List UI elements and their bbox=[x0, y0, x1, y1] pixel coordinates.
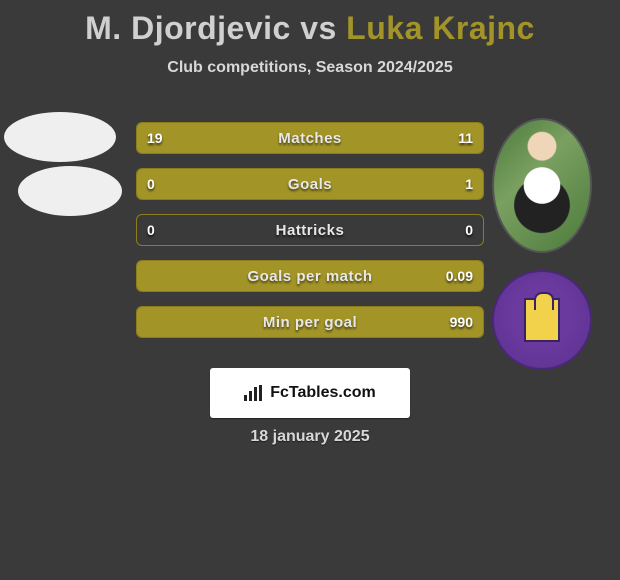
stat-value-left: 0 bbox=[147, 215, 155, 245]
stat-value-right: 11 bbox=[458, 123, 473, 153]
stat-value-right: 0.09 bbox=[446, 261, 473, 291]
club-badge-castle-icon bbox=[524, 298, 560, 342]
stat-value-left: 0 bbox=[147, 169, 155, 199]
chart-icon bbox=[244, 385, 264, 401]
player1-name: M. Djordjevic bbox=[85, 10, 291, 46]
player1-avatar-placeholder-2 bbox=[18, 166, 122, 216]
stat-value-right: 0 bbox=[465, 215, 473, 245]
stat-value-right: 1 bbox=[465, 169, 473, 199]
stat-row-goals: Goals0 1 bbox=[136, 168, 484, 200]
stat-label: Goals per match bbox=[137, 261, 483, 291]
player2-avatar bbox=[492, 118, 592, 253]
player1-avatar-placeholder-1 bbox=[4, 112, 116, 162]
date-label: 18 january 2025 bbox=[0, 428, 620, 446]
stat-label: Goals bbox=[137, 169, 483, 199]
player2-club-badge bbox=[492, 270, 592, 370]
player2-name: Luka Krajnc bbox=[346, 10, 535, 46]
comparison-title: M. Djordjevic vs Luka Krajnc bbox=[0, 0, 620, 47]
stat-value-right: 990 bbox=[450, 307, 473, 337]
stat-label: Min per goal bbox=[137, 307, 483, 337]
stat-row-hattricks: Hattricks0 0 bbox=[136, 214, 484, 246]
logo-text: FcTables.com bbox=[270, 384, 376, 402]
stats-container: Matches1911Goals01Hattricks00Goals per m… bbox=[136, 122, 484, 352]
vs-text: vs bbox=[300, 10, 337, 46]
stat-value-left: 19 bbox=[147, 123, 163, 153]
fctables-logo[interactable]: FcTables.com bbox=[210, 368, 410, 418]
stat-row-goals-per-match: Goals per match0.09 bbox=[136, 260, 484, 292]
subtitle: Club competitions, Season 2024/2025 bbox=[0, 59, 620, 77]
stat-row-min-per-goal: Min per goal990 bbox=[136, 306, 484, 338]
stat-row-matches: Matches19 11 bbox=[136, 122, 484, 154]
stat-label: Hattricks bbox=[137, 215, 483, 245]
stat-label: Matches bbox=[137, 123, 483, 153]
